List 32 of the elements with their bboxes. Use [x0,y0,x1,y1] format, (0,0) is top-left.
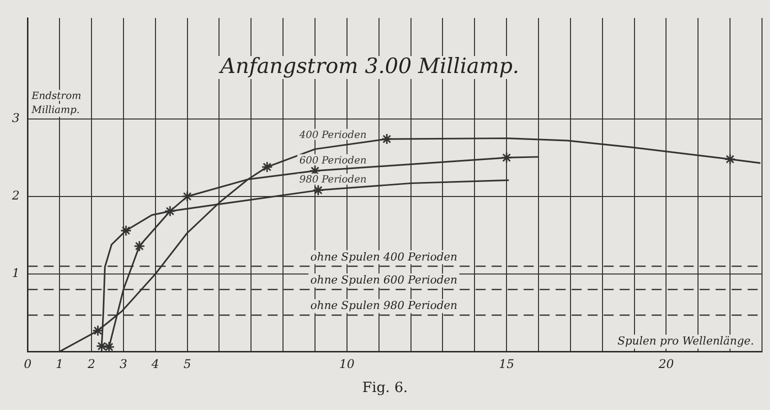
point [724,153,736,165]
x-tick-label: 15 [498,356,514,371]
x-tick-label: 4 [150,356,160,371]
x-tick-label: 0 [24,356,32,371]
point [164,205,176,217]
x-tick-label: 20 [658,356,674,371]
x-axis-title: Spulen pro Wellenlänge. [618,334,754,348]
ref-line-label: ohne Spulen 980 Perioden [310,299,458,312]
series-label: 980 Perioden [299,174,367,186]
point [500,152,512,164]
point [381,133,393,145]
x-tick-label: 10 [339,356,355,371]
point [182,190,194,202]
x-tick-label: 2 [86,356,96,371]
caption: Fig. 6. [361,380,409,396]
y-tick-label: 1 [12,266,20,280]
x-tick-label: 5 [183,356,192,371]
series-label: 600 Perioden [299,155,367,166]
x-tick-label: 1 [56,356,64,371]
ref-line-label: ohne Spulen 600 Perioden [310,274,458,287]
point [261,161,273,173]
point [134,240,146,252]
y-axis-title: Endstrom Milliamp. [30,90,82,116]
y-tick-label: 2 [10,188,20,203]
point [120,224,132,236]
y-tick-label: 3 [12,110,20,125]
point [96,340,108,352]
ref-line-label: ohne Spulen 400 Perioden [310,250,458,264]
x-tick-label: 3 [120,356,128,371]
series-label: 400 Perioden [298,130,367,141]
text: Anfangstrom 3.00 Milliamp. [218,54,520,78]
point [312,184,324,196]
